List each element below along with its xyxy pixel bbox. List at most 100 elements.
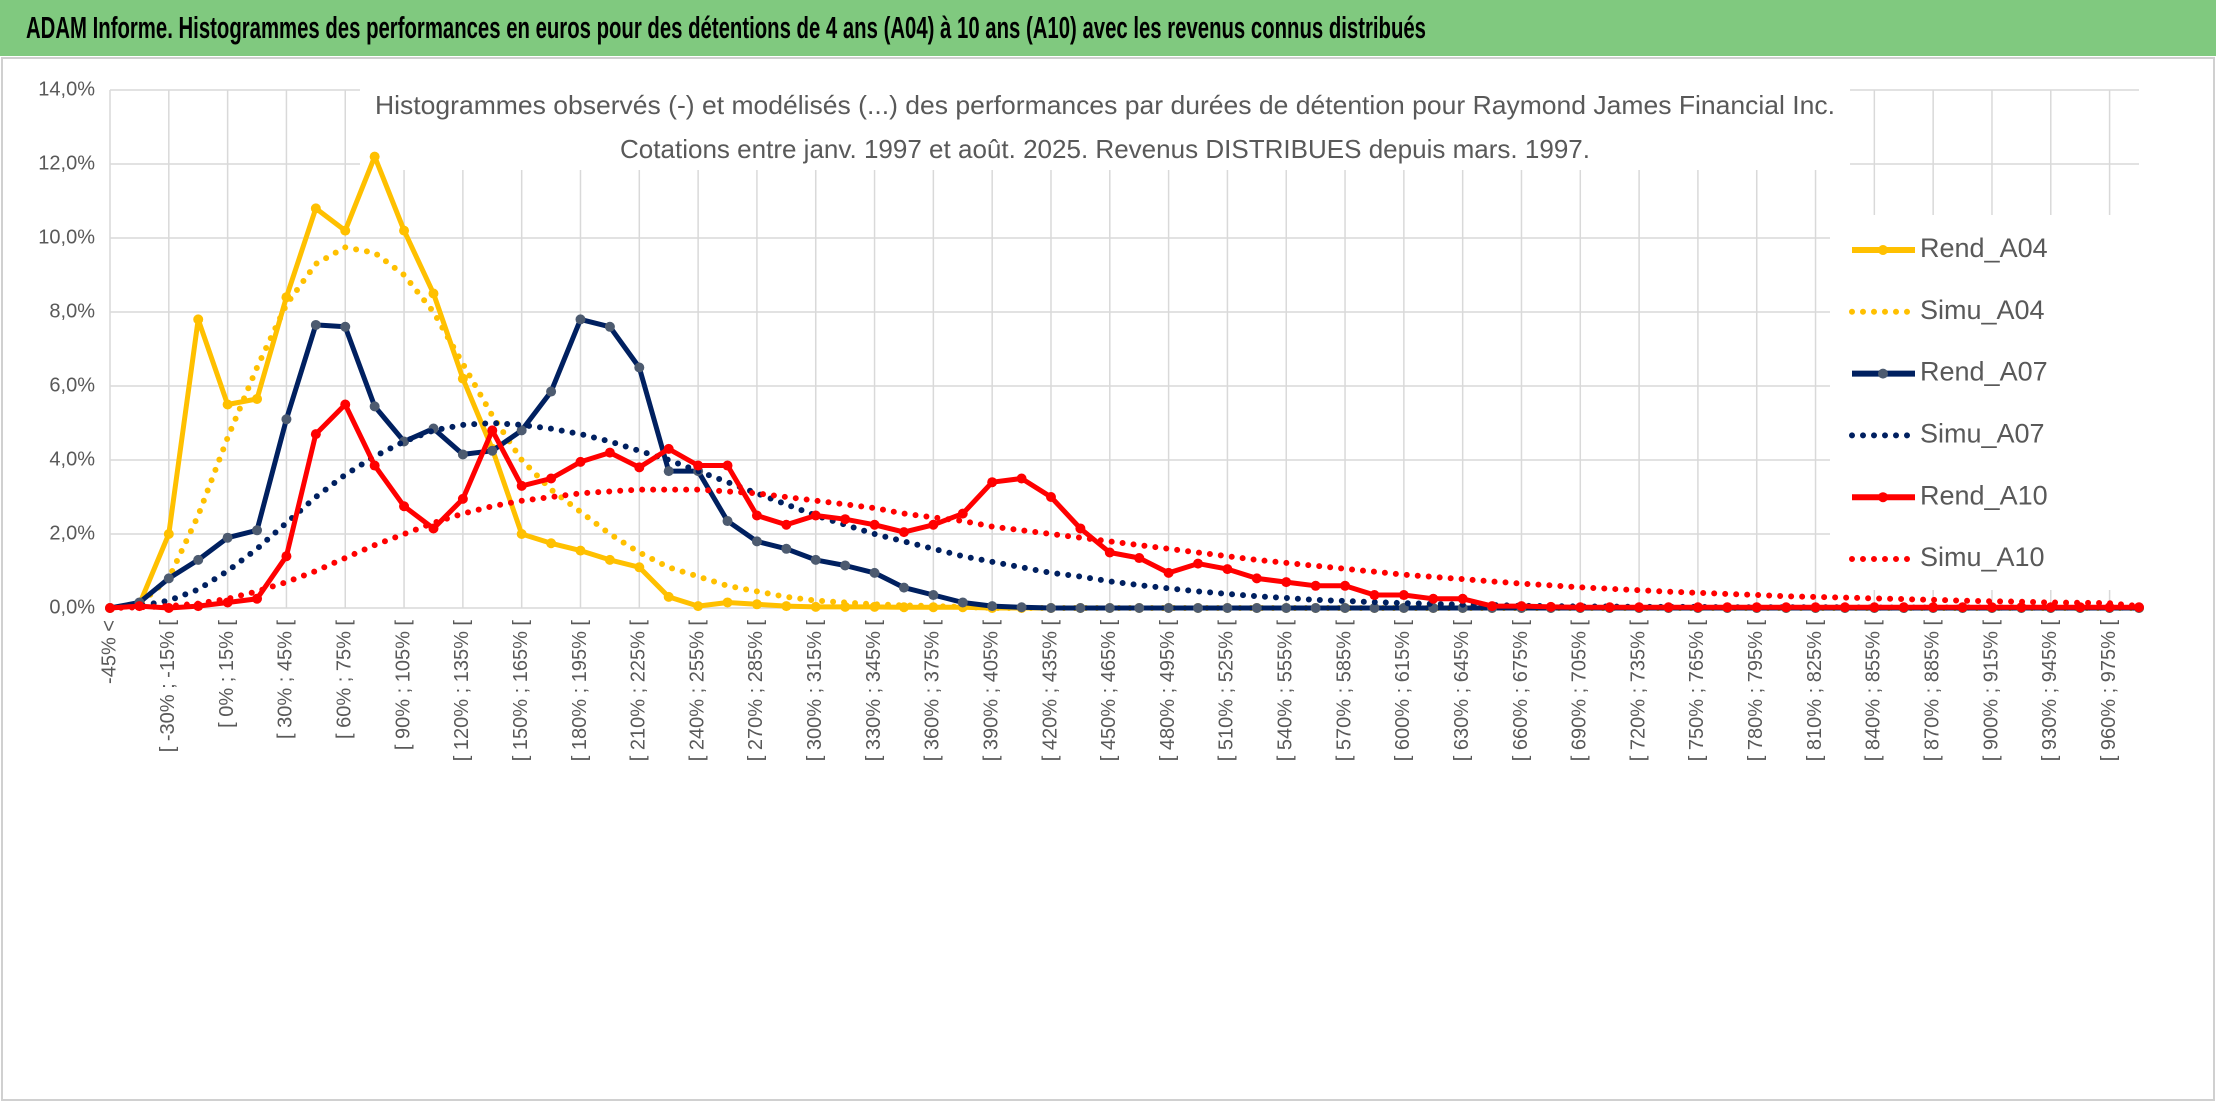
data-point [163, 529, 174, 539]
x-tick-label: [ 330% ; 345% [ [863, 620, 885, 762]
data-point [1016, 473, 1027, 484]
y-tick-label: 10,0% [38, 226, 95, 248]
data-point [193, 314, 204, 325]
data-point [1398, 590, 1409, 601]
title-backing [360, 86, 1850, 170]
data-point [928, 590, 939, 601]
legend-label: Simu_A04 [1920, 295, 2045, 325]
data-point [1193, 558, 1204, 569]
data-point [1928, 602, 1939, 613]
x-tick-label: [ 240% ; 255% [ [686, 620, 708, 762]
data-point [457, 449, 468, 460]
data-point [516, 480, 527, 491]
data-point [369, 151, 380, 162]
y-tick-label: 12,0% [38, 152, 95, 174]
data-point [281, 414, 292, 425]
data-point [1340, 580, 1351, 591]
data-point [1310, 603, 1321, 613]
data-point [751, 510, 762, 521]
legend-marker [1878, 368, 1888, 379]
data-point [2134, 602, 2144, 613]
x-tick-label: [ 210% ; 225% [ [628, 620, 650, 762]
x-tick-label: [ 30% ; 45% [ [275, 620, 297, 739]
x-tick-label: [ 510% ; 525% [ [1216, 620, 1238, 762]
x-tick-label: [ -30% ; -15% [ [157, 620, 179, 753]
data-point [1516, 601, 1527, 612]
data-point [1369, 603, 1380, 613]
legend-label: Rend_A04 [1920, 233, 2048, 263]
data-point [1163, 567, 1174, 578]
x-tick-label: [ 810% ; 825% [ [1804, 620, 1826, 762]
data-point [1340, 603, 1351, 613]
x-tick-label: [ 90% ; 105% [ [392, 620, 414, 751]
data-point [604, 554, 615, 565]
y-tick-label: 14,0% [38, 78, 95, 100]
data-point [1369, 590, 1380, 601]
x-tick-label: [ 420% ; 435% [ [1039, 620, 1061, 762]
data-point [1487, 601, 1498, 612]
data-point [310, 319, 321, 330]
data-point [457, 373, 468, 384]
data-point [869, 567, 880, 578]
data-point [781, 543, 792, 554]
data-point [781, 519, 792, 530]
data-point [1281, 603, 1292, 613]
x-tick-label: [ 0% ; 15% [ [216, 620, 238, 728]
legend-marker [1878, 245, 1888, 255]
data-point [163, 573, 174, 584]
data-point [1692, 602, 1703, 613]
data-point [516, 529, 527, 539]
data-point [1457, 593, 1468, 604]
legend-label: Simu_A07 [1920, 419, 2045, 449]
legend-label: Simu_A10 [1920, 542, 2045, 572]
data-point [987, 601, 998, 612]
y-tick-label: 4,0% [49, 448, 95, 470]
data-point [575, 456, 586, 467]
x-tick-label: [ 450% ; 465% [ [1098, 620, 1120, 762]
data-point [369, 401, 380, 412]
data-point [751, 536, 762, 547]
data-point [1986, 602, 1997, 613]
data-point [1722, 602, 1733, 613]
x-tick-label: [ 720% ; 735% [ [1627, 620, 1649, 762]
x-tick-label: [ 300% ; 315% [ [804, 620, 826, 762]
data-point [222, 399, 233, 410]
data-point [1310, 580, 1321, 591]
data-point [928, 519, 939, 530]
data-point [987, 477, 998, 488]
data-point [1839, 602, 1850, 613]
data-point [869, 519, 880, 530]
x-tick-label: [ 780% ; 795% [ [1745, 620, 1767, 762]
data-point [1193, 603, 1204, 613]
series-line [107, 486, 2142, 611]
x-tick-label: [ 660% ; 675% [ [1510, 620, 1532, 762]
data-point [634, 462, 645, 473]
data-point [840, 560, 851, 571]
data-point [693, 460, 704, 471]
x-tick-label: [ 180% ; 195% [ [569, 620, 591, 762]
y-tick-label: 2,0% [49, 522, 95, 544]
data-point [1575, 602, 1586, 613]
data-point [781, 601, 792, 612]
data-point [810, 554, 821, 565]
data-point [1781, 602, 1792, 613]
data-point [487, 445, 498, 456]
data-point [1222, 603, 1233, 613]
x-tick-label: [ 480% ; 495% [ [1157, 620, 1179, 762]
data-point [722, 597, 733, 608]
data-point [310, 203, 321, 214]
data-point [546, 386, 557, 397]
data-point [1957, 602, 1968, 613]
data-point [428, 288, 439, 299]
data-point [1104, 547, 1115, 558]
x-tick-label: [ 930% ; 945% [ [2039, 620, 2061, 762]
data-point [1898, 602, 1909, 613]
data-point [1251, 603, 1262, 613]
data-point [663, 443, 674, 454]
data-point [252, 393, 263, 404]
data-point [898, 527, 909, 538]
x-tick-label: [ 390% ; 405% [ [980, 620, 1002, 762]
x-tick-label: [ 870% ; 885% [ [1921, 620, 1943, 762]
legend-label: Rend_A10 [1920, 480, 2048, 510]
